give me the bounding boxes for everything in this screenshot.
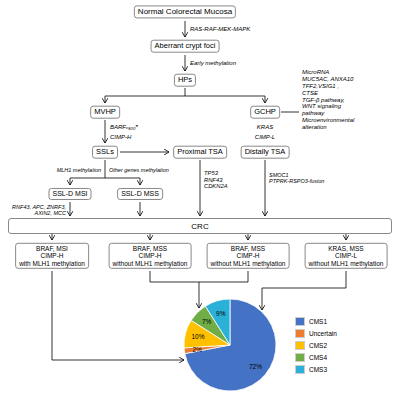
- html-text:GCHP: GCHP: [254, 106, 276, 116]
- html-text:SSL-D MSS: SSL-D MSS: [121, 190, 159, 197]
- html-text:SSL-D MSI: SSL-D MSI: [52, 190, 88, 197]
- html-text:CMS4: CMS4: [309, 353, 328, 361]
- html-text:CMS2: CMS2: [309, 341, 328, 349]
- html-text:BRAF, MSI CIMP-H with MLH1 met: BRAF, MSI CIMP-H with MLH1 methylation: [19, 244, 85, 267]
- html-text:CIMP-L: CIMP-L: [254, 133, 276, 140]
- html-text:MicroRNA MUC5AC, ANXA10 TFF2,V: MicroRNA MUC5AC, ANXA10 TFF2,VSIG1 , CTS…: [302, 69, 355, 131]
- html-text:CIMP-H: CIMP-H: [110, 133, 132, 140]
- html-text:BARFᵥ₆₀₀ᵊ: BARFᵥ₆₀₀ᵊ: [110, 123, 138, 130]
- html-text:Other genes methylation: Other genes methylation: [109, 166, 169, 173]
- html-text:CMS1: CMS1: [309, 317, 328, 325]
- html-text:KRAS, MSS CIMP-L without MLH1: KRAS, MSS CIMP-L without MLH1 methylatio…: [308, 244, 384, 267]
- html-text:CRC: CRC: [191, 221, 209, 231]
- html-text:SSLs: SSLs: [96, 146, 114, 156]
- html-text:MLH1 methylation: MLH1 methylation: [56, 166, 101, 173]
- html-text:Aberrant crypt foci: Aberrant crypt foci: [154, 40, 216, 50]
- html-text:RAS-RAF-MEK-MAPK: RAS-RAF-MEK-MAPK: [190, 25, 251, 32]
- svg-text:2%: 2%: [192, 346, 202, 353]
- html-text:MVHP: MVHP: [94, 106, 116, 116]
- html-text:KRAS: KRAS: [256, 123, 274, 130]
- html-text:BRAF, MSS CIMP-H without MLH1: BRAF, MSS CIMP-H without MLH1 methylatio…: [210, 244, 286, 267]
- html-text:Proximal TSA: Proximal TSA: [177, 146, 223, 156]
- html-text:SMOC1 PTPRK-RSPO3-fusion: SMOC1 PTPRK-RSPO3-fusion: [269, 171, 325, 184]
- html-text:BRAF, MSS CIMP-H without MLH1: BRAF, MSS CIMP-H without MLH1 methylatio…: [112, 244, 188, 267]
- html-text:RNF43, APC, ZNRF3, AXIN2, MCC: RNF43, APC, ZNRF3, AXIN2, MCC: [12, 203, 66, 216]
- svg-text:9%: 9%: [216, 310, 226, 317]
- svg-text:10%: 10%: [191, 333, 204, 340]
- svg-text:7%: 7%: [202, 318, 212, 325]
- html-text:Normal Colorectal Mucosa: Normal Colorectal Mucosa: [137, 7, 233, 17]
- html-text:HPs: HPs: [177, 74, 193, 84]
- html-text:Uncertain: Uncertain: [309, 329, 337, 337]
- svg-text:72%: 72%: [249, 363, 262, 370]
- html-text:TP53 RNF43 CDKN2A: TP53 RNF43 CDKN2A: [204, 170, 228, 190]
- html-text:Early methylation: Early methylation: [190, 59, 236, 66]
- html-text:CMS3: CMS3: [309, 365, 328, 373]
- html-text:Distally TSA: Distally TSA: [244, 146, 286, 156]
